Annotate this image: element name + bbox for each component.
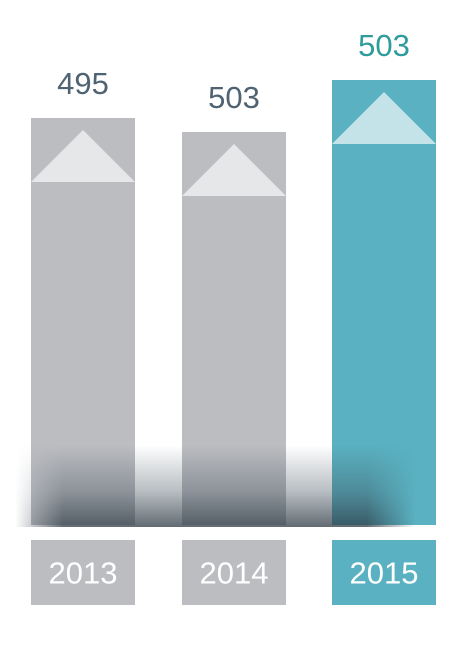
up-arrow-icon bbox=[332, 92, 436, 144]
value-label-2015: 503 bbox=[358, 28, 410, 63]
labels-layer: 495 2013 503 2014 503 2015 bbox=[31, 28, 436, 605]
value-label-2014: 503 bbox=[208, 80, 260, 115]
value-label-2013: 495 bbox=[57, 66, 109, 101]
year-label-2015: 2015 bbox=[350, 556, 419, 591]
year-box-2014 bbox=[182, 540, 286, 605]
year-box-2013 bbox=[31, 540, 135, 605]
floor-shadow bbox=[15, 445, 415, 527]
year-box-2015 bbox=[332, 540, 436, 605]
up-arrow-icon bbox=[182, 144, 286, 196]
up-arrow-icon bbox=[31, 130, 135, 182]
year-label-2013: 2013 bbox=[49, 556, 118, 591]
year-label-2014: 2014 bbox=[200, 556, 269, 591]
